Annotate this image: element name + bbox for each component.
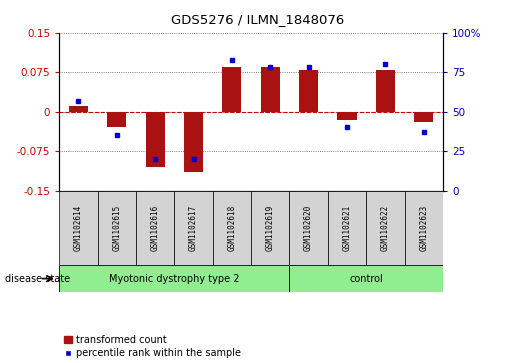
Bar — [213, 191, 251, 265]
Bar — [136, 191, 174, 265]
Bar — [289, 191, 328, 265]
Text: GSM1102617: GSM1102617 — [189, 205, 198, 251]
Text: GSM1102616: GSM1102616 — [151, 205, 160, 251]
Text: GSM1102614: GSM1102614 — [74, 205, 83, 251]
Bar — [146, 112, 165, 167]
Bar — [107, 112, 126, 127]
Bar — [414, 112, 433, 122]
Text: GSM1102623: GSM1102623 — [419, 205, 428, 251]
Bar — [222, 67, 242, 112]
Bar — [376, 70, 395, 112]
Bar — [299, 70, 318, 112]
Legend: transformed count, percentile rank within the sample: transformed count, percentile rank withi… — [64, 335, 241, 358]
Bar — [184, 112, 203, 172]
Bar — [337, 112, 356, 119]
Bar — [69, 106, 88, 112]
Bar — [289, 265, 443, 292]
Bar — [59, 265, 289, 292]
Bar — [328, 191, 366, 265]
Text: GSM1102619: GSM1102619 — [266, 205, 274, 251]
Bar — [251, 191, 289, 265]
Text: disease state: disease state — [5, 274, 70, 284]
Text: GSM1102618: GSM1102618 — [228, 205, 236, 251]
Text: GSM1102621: GSM1102621 — [342, 205, 351, 251]
Bar — [261, 67, 280, 112]
Text: GDS5276 / ILMN_1848076: GDS5276 / ILMN_1848076 — [171, 13, 344, 26]
Bar — [404, 191, 443, 265]
Text: GSM1102622: GSM1102622 — [381, 205, 390, 251]
Bar — [174, 191, 213, 265]
Text: GSM1102620: GSM1102620 — [304, 205, 313, 251]
Bar — [366, 191, 405, 265]
Text: control: control — [349, 274, 383, 284]
Text: Myotonic dystrophy type 2: Myotonic dystrophy type 2 — [109, 274, 239, 284]
Text: GSM1102615: GSM1102615 — [112, 205, 121, 251]
Bar — [98, 191, 136, 265]
Bar — [59, 191, 98, 265]
